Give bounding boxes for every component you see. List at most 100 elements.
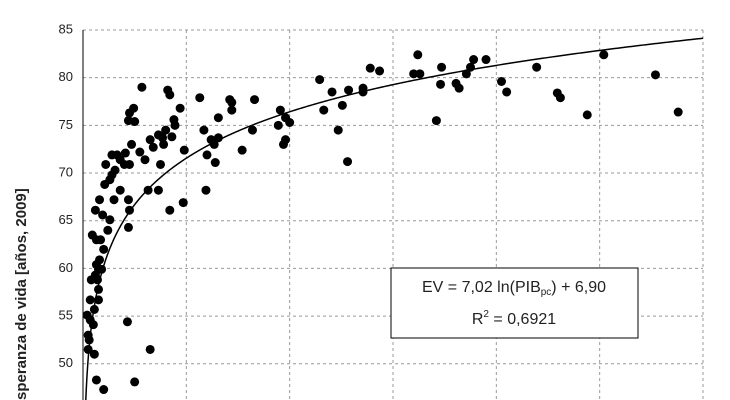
y-tick-label: 70 — [59, 164, 73, 179]
data-point — [135, 147, 145, 157]
data-point — [431, 116, 441, 126]
data-point — [227, 105, 237, 115]
data-point — [555, 93, 565, 103]
data-point — [143, 185, 153, 195]
r2-sup: 2 — [483, 309, 489, 320]
data-point — [365, 63, 375, 73]
data-point — [123, 116, 133, 126]
data-point — [94, 284, 103, 294]
data-point — [202, 150, 212, 160]
y-axis-label: speranza de vida [años, 2009] — [13, 188, 30, 400]
data-point — [281, 113, 291, 123]
data-point — [175, 103, 185, 113]
data-point — [125, 205, 134, 215]
data-point — [99, 385, 109, 395]
y-tick-label: 80 — [59, 69, 73, 84]
data-point — [89, 349, 99, 359]
data-point — [123, 195, 133, 205]
data-point — [85, 295, 95, 305]
r-squared: R2 = 0,6921 — [472, 309, 556, 329]
data-point — [140, 155, 150, 165]
data-point — [210, 158, 220, 168]
data-point — [466, 62, 475, 72]
data-point — [148, 142, 158, 152]
data-point — [327, 87, 337, 97]
data-point — [237, 145, 247, 155]
data-point — [83, 310, 92, 320]
y-tick-label: 75 — [59, 117, 73, 132]
data-point — [178, 198, 188, 208]
data-point — [413, 50, 423, 60]
data-point — [213, 133, 223, 143]
data-point — [87, 230, 97, 240]
data-point — [225, 95, 235, 105]
data-point — [159, 139, 169, 149]
data-point — [650, 70, 660, 80]
data-point — [275, 105, 285, 115]
data-point — [461, 69, 471, 79]
data-point — [169, 115, 179, 125]
data-point — [100, 179, 110, 189]
data-point — [123, 222, 133, 232]
data-point — [89, 304, 99, 314]
data-point — [333, 125, 343, 135]
data-point — [599, 50, 609, 60]
equation-sub: pc — [541, 287, 552, 298]
data-point — [145, 344, 155, 354]
data-point — [195, 93, 205, 103]
data-point — [497, 76, 506, 86]
data-point — [469, 55, 479, 65]
data-point — [125, 108, 134, 118]
data-point — [120, 148, 130, 158]
data-point — [145, 135, 155, 145]
data-point — [98, 210, 108, 220]
data-point — [101, 159, 111, 169]
data-point — [343, 157, 353, 167]
data-point — [83, 330, 93, 340]
data-point — [94, 295, 103, 305]
data-point — [673, 107, 683, 117]
data-point — [109, 195, 119, 205]
annotation-box — [390, 267, 639, 339]
data-point — [107, 150, 117, 160]
data-point — [165, 90, 175, 100]
data-point — [415, 69, 425, 79]
data-point — [161, 125, 171, 135]
data-point — [344, 85, 354, 95]
data-point — [409, 69, 419, 79]
data-point — [502, 87, 512, 97]
r2-text: R — [472, 311, 484, 328]
data-point — [130, 377, 140, 387]
y-tick-label: 85 — [59, 21, 73, 36]
y-tick-label: 60 — [59, 260, 73, 275]
data-point — [250, 95, 260, 105]
data-point — [436, 79, 446, 89]
data-point — [201, 185, 211, 195]
trendline — [85, 37, 703, 400]
data-point — [213, 113, 223, 123]
data-point — [337, 100, 347, 110]
equation: EV = 7,02 ln(PIBpc) + 6,90 — [422, 279, 606, 297]
r2-text: = 0,6921 — [489, 311, 556, 328]
data-point — [90, 205, 100, 215]
data-point — [206, 135, 216, 145]
data-point — [99, 244, 109, 254]
data-point — [532, 62, 542, 72]
data-point — [115, 185, 125, 195]
data-point — [122, 317, 132, 327]
data-point — [127, 139, 137, 149]
data-point — [119, 159, 129, 169]
y-tick-label: 55 — [59, 308, 73, 323]
data-point — [582, 110, 592, 120]
data-point — [94, 264, 103, 274]
equation-text: ) + 6,90 — [551, 279, 606, 296]
data-point — [375, 66, 385, 76]
data-point — [103, 225, 113, 235]
y-tick-label: 50 — [59, 355, 73, 370]
data-point — [153, 185, 163, 195]
data-point — [137, 82, 147, 92]
data-point — [167, 132, 177, 142]
data-point — [437, 62, 447, 72]
data-point — [451, 78, 461, 88]
y-tick-label: 65 — [59, 212, 73, 227]
